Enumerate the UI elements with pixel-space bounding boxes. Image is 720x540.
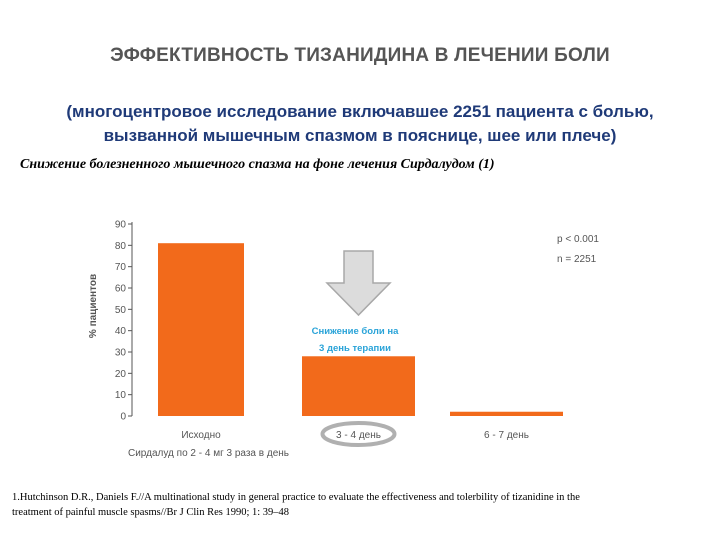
x-axis-labels: Исходно 3 - 4 день 6 - 7 день [181,421,529,447]
y-tick-label: 20 [115,369,127,380]
annotation-line-1: Снижение боли на [312,326,400,337]
subtitle-line-1: (многоцентровое исследование включавшее … [66,102,654,121]
bar [302,356,415,416]
reference-citation: 1.Hutchinson D.R., Daniels F.//A multina… [12,490,702,520]
y-tick-label: 60 [115,284,127,295]
bar [450,411,563,416]
bar-series [158,243,563,416]
y-tick-label: 70 [115,262,127,273]
subtitle-line-2: вызванной мышечным спазмом в пояснице, ш… [103,126,617,145]
y-tick-label: 0 [120,412,126,423]
page-subtitle: (многоцентровое исследование включавшее … [8,100,712,148]
y-tick-label: 90 [115,220,127,231]
x-tick-label: Исходно [181,430,221,441]
chart-caption: Снижение болезненного мышечного спазма н… [20,157,495,172]
stat-n: n = 2251 [557,254,597,265]
y-tick-label: 40 [115,326,127,337]
x-tick-label: 3 - 4 день [336,430,381,441]
y-tick-label: 30 [115,348,127,359]
down-arrow-icon [325,250,392,317]
reference-line-2: treatment of painful muscle spasms//Br J… [12,507,290,518]
stat-p-value: p < 0.001 [557,234,599,245]
y-tick-label: 80 [115,241,127,252]
page-title: ЭФФЕКТИВНОСТЬ ТИЗАНИДИНА В ЛЕЧЕНИИ БОЛИ [110,45,610,66]
annotation-line-2: 3 день терапии [319,343,391,354]
y-tick-label: 50 [115,305,127,316]
y-axis-label: % пациентов [88,274,99,338]
bar [158,243,244,416]
reference-line-1: 1.Hutchinson D.R., Daniels F.//A multina… [12,492,580,503]
y-axis: 0 10 20 30 40 50 60 70 80 90 [115,220,133,423]
x-axis-label: Сирдалуд по 2 - 4 мг 3 раза в день [128,448,289,459]
y-tick-label: 10 [115,390,127,401]
x-tick-label: 6 - 7 день [484,430,529,441]
highlight-ellipse [320,421,397,447]
